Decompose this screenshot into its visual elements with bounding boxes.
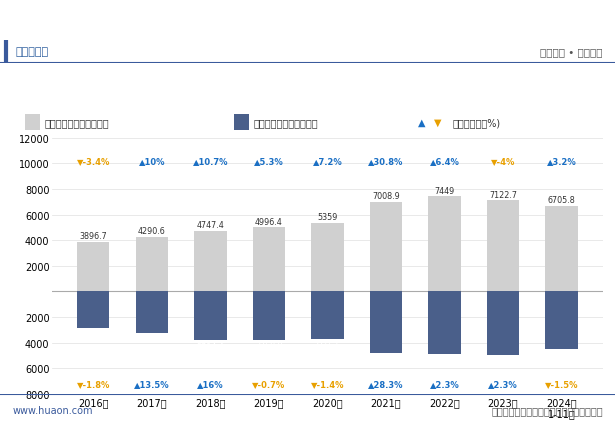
Text: ▼-0.7%: ▼-0.7% <box>252 379 285 389</box>
Text: 同比增长率（%): 同比增长率（%) <box>452 118 500 127</box>
Bar <box>194 231 226 292</box>
Text: 4890: 4890 <box>434 356 454 365</box>
Text: ▲2.3%: ▲2.3% <box>488 379 518 389</box>
Text: 4983.3: 4983.3 <box>490 357 517 366</box>
Text: ▲6.4%: ▲6.4% <box>430 157 459 166</box>
Bar <box>25 115 40 130</box>
Bar <box>487 201 519 292</box>
Text: ▲30.8%: ▲30.8% <box>368 157 403 166</box>
Text: 4747.4: 4747.4 <box>197 221 224 230</box>
Text: 7008.9: 7008.9 <box>372 192 400 201</box>
Bar <box>370 292 402 353</box>
Bar <box>77 242 109 292</box>
Bar <box>253 292 285 340</box>
Text: 2016-2024年11月中国与欧洲进、出口商品总值: 2016-2024年11月中国与欧洲进、出口商品总值 <box>172 76 443 94</box>
Text: ▼-3.4%: ▼-3.4% <box>77 157 110 166</box>
Text: ▼-1.5%: ▼-1.5% <box>545 379 578 389</box>
Text: 进口商品总值（亿美元）: 进口商品总值（亿美元） <box>254 118 319 127</box>
Text: ▼-4%: ▼-4% <box>491 157 515 166</box>
Text: 出口商品总值（亿美元）: 出口商品总值（亿美元） <box>45 118 109 127</box>
Text: ▲28.3%: ▲28.3% <box>368 379 404 389</box>
Text: ▼-1.4%: ▼-1.4% <box>311 379 344 389</box>
Text: 3896.7: 3896.7 <box>79 231 107 240</box>
Bar <box>136 237 168 292</box>
Text: 7122.7: 7122.7 <box>489 190 517 199</box>
Bar <box>234 115 249 130</box>
Text: 5359: 5359 <box>317 213 338 222</box>
Text: 3794.4: 3794.4 <box>197 342 224 351</box>
Bar <box>136 292 168 334</box>
Bar <box>546 206 577 292</box>
Text: 4489.4: 4489.4 <box>548 351 576 360</box>
Bar <box>487 292 519 355</box>
Text: 2877: 2877 <box>83 330 103 339</box>
Text: 3268.3: 3268.3 <box>138 335 165 344</box>
Bar <box>311 223 344 292</box>
Text: 3768.9: 3768.9 <box>255 342 283 351</box>
Text: ▲: ▲ <box>418 118 426 127</box>
Text: ▲5.3%: ▲5.3% <box>254 157 284 166</box>
Text: 数据来源：中国海关，华经产业研究院整理: 数据来源：中国海关，华经产业研究院整理 <box>491 405 603 415</box>
Text: 4780.4: 4780.4 <box>372 354 400 363</box>
Bar <box>370 202 402 292</box>
Bar <box>429 292 461 354</box>
Text: ▲7.2%: ▲7.2% <box>312 157 343 166</box>
Bar <box>194 292 226 340</box>
Text: 6705.8: 6705.8 <box>548 196 576 204</box>
Text: ▼: ▼ <box>434 118 441 127</box>
Text: ▲2.3%: ▲2.3% <box>430 379 459 389</box>
Text: ▲3.2%: ▲3.2% <box>547 157 576 166</box>
Bar <box>429 197 461 292</box>
Text: ▲16%: ▲16% <box>197 379 224 389</box>
Text: www.huaon.com: www.huaon.com <box>12 405 93 415</box>
Text: 专业严谨 • 客观科学: 专业严谨 • 客观科学 <box>540 47 603 57</box>
Text: 华经情报网: 华经情报网 <box>15 47 49 57</box>
Text: ▲10%: ▲10% <box>138 157 165 166</box>
Text: 7449: 7449 <box>434 186 454 195</box>
Text: 4290.6: 4290.6 <box>138 227 166 236</box>
Text: ▲10.7%: ▲10.7% <box>192 157 228 166</box>
Text: 4996.4: 4996.4 <box>255 217 283 227</box>
Text: ▲13.5%: ▲13.5% <box>134 379 170 389</box>
Bar <box>311 292 344 339</box>
Text: 3716.6: 3716.6 <box>314 341 341 350</box>
Bar <box>546 292 577 349</box>
Bar <box>253 228 285 292</box>
Bar <box>77 292 109 328</box>
Text: ▼-1.8%: ▼-1.8% <box>77 379 110 389</box>
